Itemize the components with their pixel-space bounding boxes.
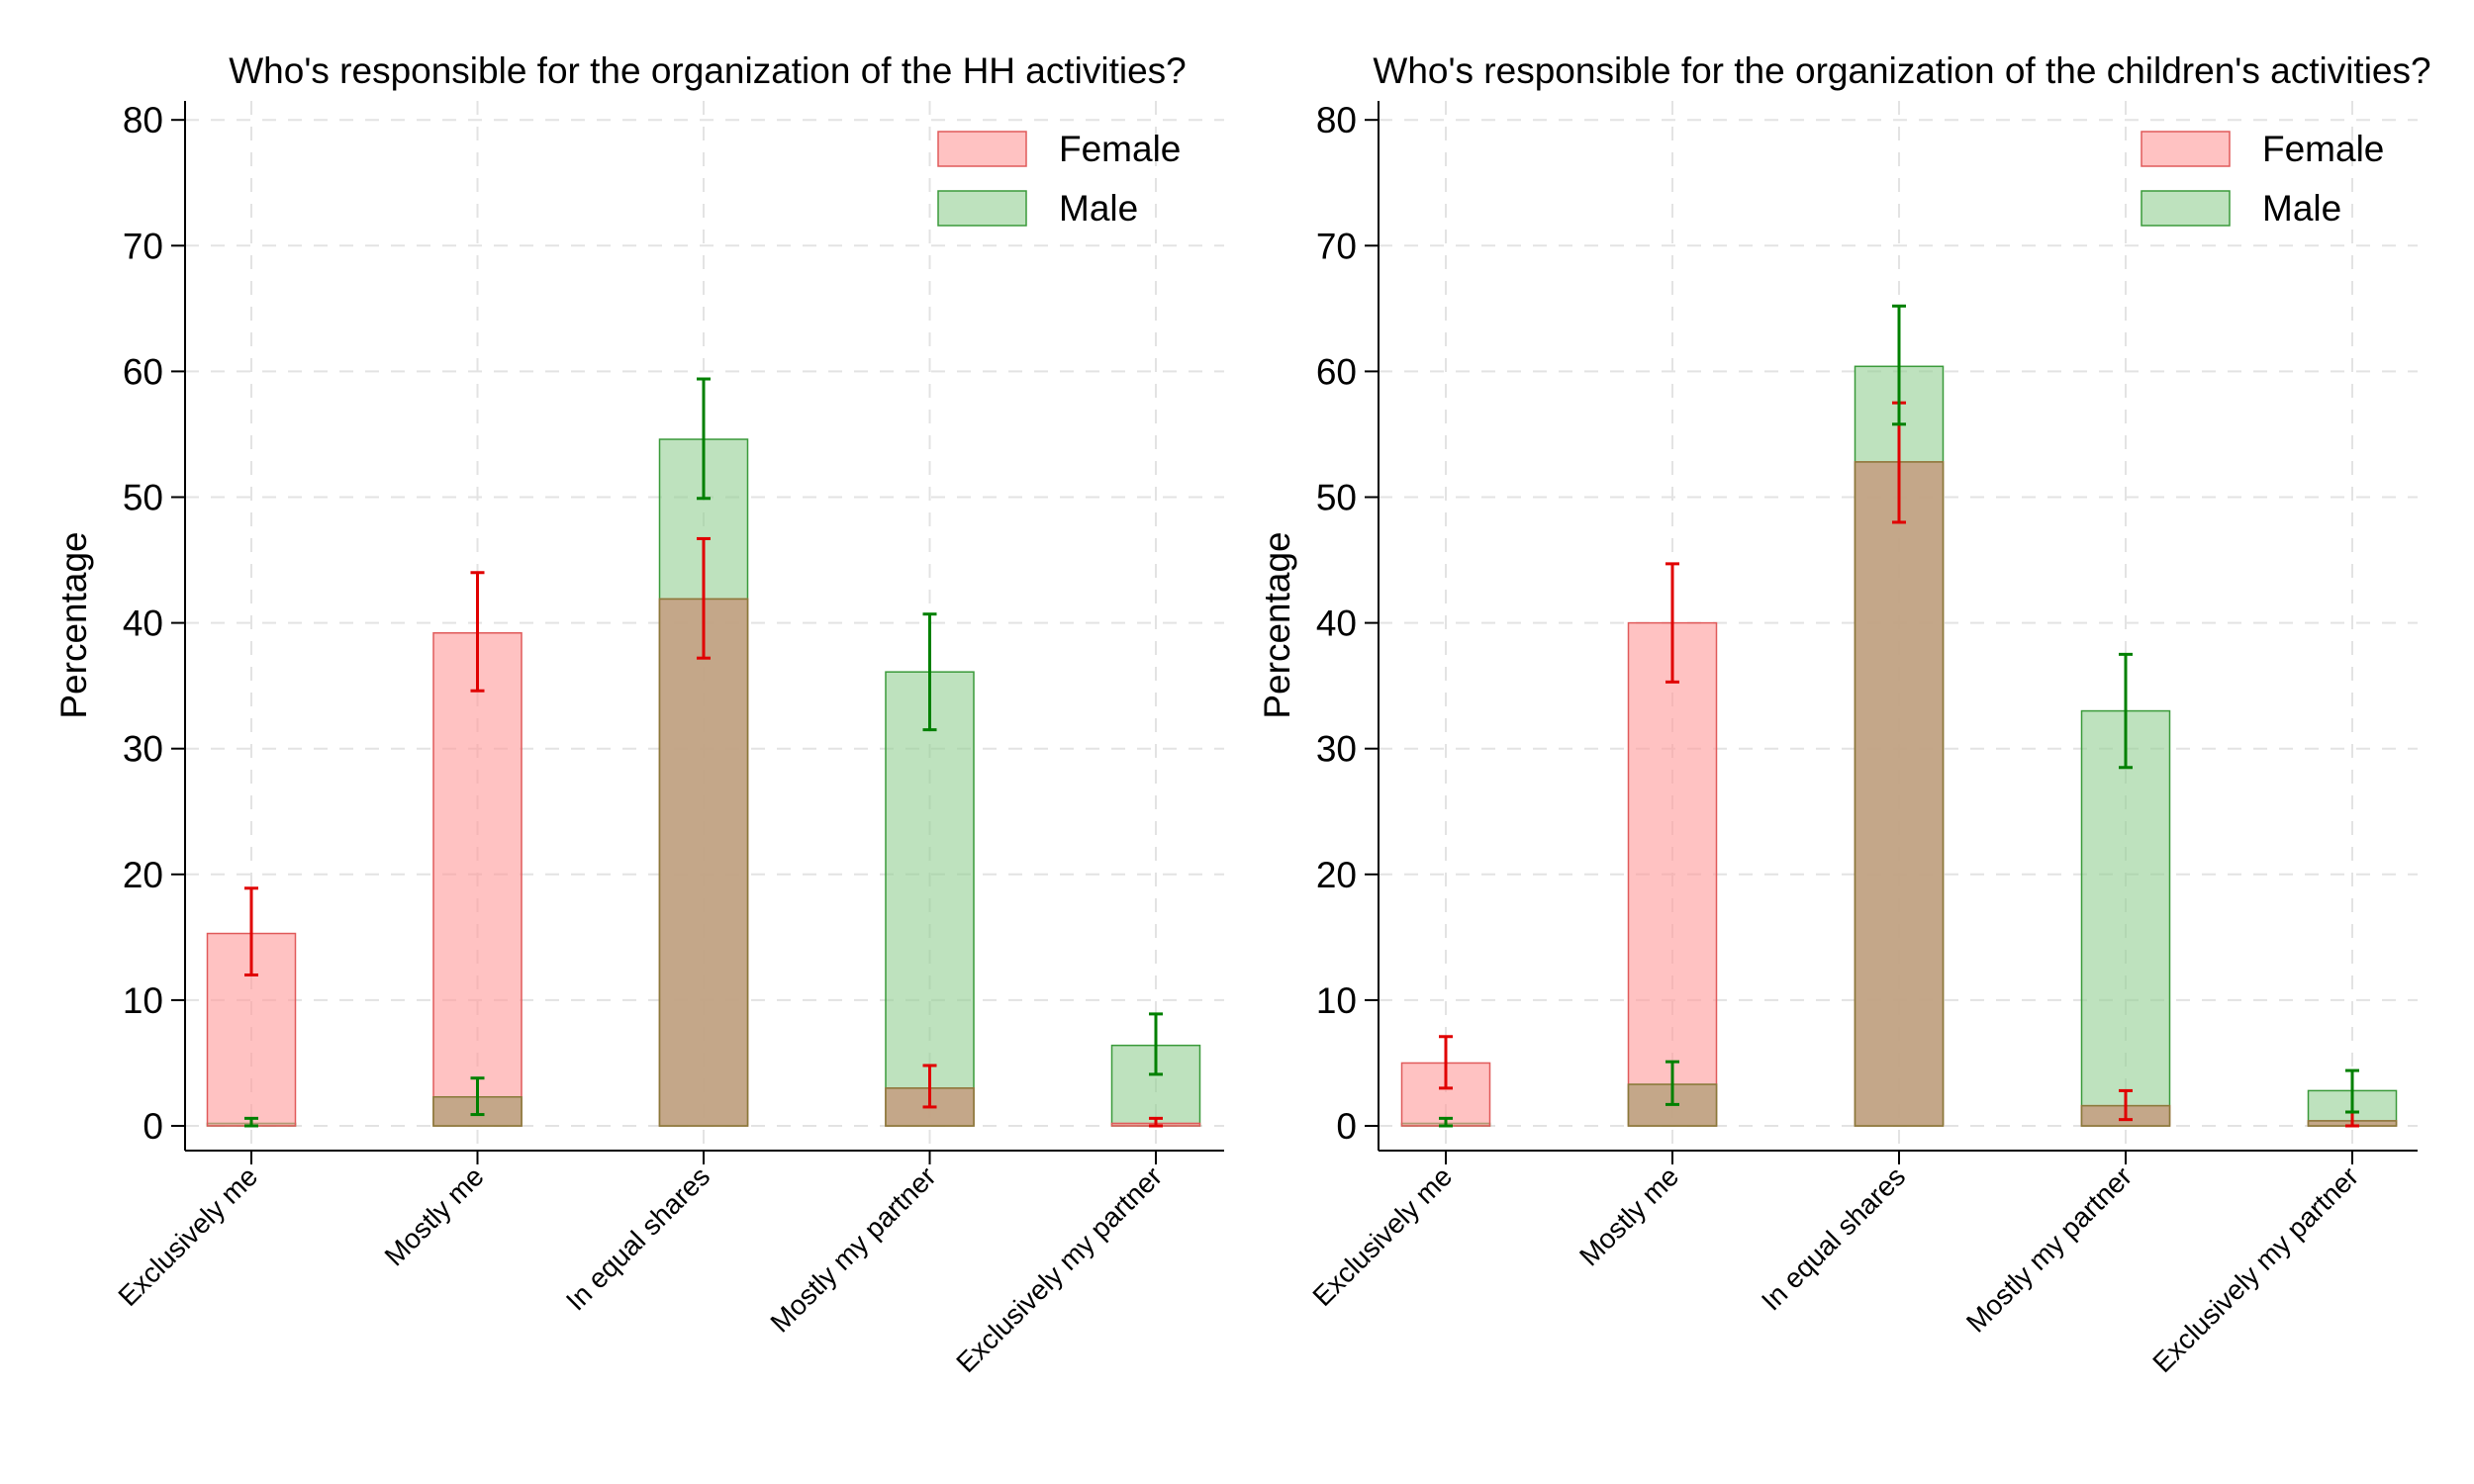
error-bar-male [1892,304,1906,426]
error-bar-female [1439,1035,1453,1090]
legend-swatch-male [937,190,1027,227]
x-tick-label: Exclusively me [112,1160,263,1312]
chart-panel-children-activities: 0 10 20 30 40 50 60 70 80 Exclusively me Mostly me… [1257,50,2431,1378]
error-bar-female [470,571,485,693]
bar-overlap [658,598,749,1127]
error-bar-male [697,377,711,501]
plot-area: 0 10 20 30 40 50 60 70 80 Exclusively me Mostly me… [112,100,1224,1378]
chart-title: Who's responsible for the organization o… [229,50,1187,91]
error-bar-female [922,1064,937,1109]
y-tick-label: 60 [123,351,163,392]
legend-swatch-female [937,131,1027,167]
y-axis-label: Percentage [53,531,94,718]
y-tick-label: 50 [123,478,163,518]
bar-male [2080,709,2171,1127]
y-tick-label: 10 [1316,980,1357,1021]
y-tick-label: 30 [1316,729,1357,770]
error-bar-male [922,612,937,732]
error-bar-female [244,886,258,976]
y-tick-label: 70 [123,226,163,266]
error-bar-male [1665,1060,1679,1106]
y-tick-label: 30 [123,729,163,770]
y-tick-label: 50 [1316,478,1357,518]
error-bar-male [1149,1012,1163,1076]
bar-female [432,632,523,1127]
chart-title: Who's responsible for the organization o… [1373,50,2430,91]
x-tick-label: Exclusively my partner [950,1160,1168,1378]
chart-panel-hh-activities: 0 10 20 30 40 50 60 70 80 Exclusively me Mostly me… [53,50,1224,1378]
bar-female [206,932,297,1127]
y-tick-label: 20 [123,855,163,895]
error-bar-female [1149,1116,1163,1128]
y-tick-label: 0 [1336,1106,1357,1147]
bar-male [885,671,975,1127]
y-tick-label: 10 [123,980,163,1021]
x-tick-label: Exclusively my partner [2146,1160,2364,1378]
y-tick-label: 0 [143,1106,163,1147]
legend: Female Male [2141,129,2384,229]
x-tick-label: Mostly my partner [764,1160,941,1338]
error-bar-male [2119,652,2133,770]
y-tick-label: 40 [1316,603,1357,644]
legend-swatch-female [2141,131,2231,167]
x-tick-label: In equal shares [1756,1160,1911,1316]
bar-female [1627,621,1718,1127]
x-tick-label: In equal shares [560,1160,715,1316]
x-tick-label: Exclusively me [1306,1160,1458,1312]
x-tick-label: Mostly my partner [1960,1160,2138,1338]
legend-label-female: Female [1059,129,1181,169]
legend-label-male: Male [1059,188,1138,229]
error-bar-male [470,1076,485,1117]
error-bar-female [2119,1088,2133,1122]
y-tick-label: 70 [1316,226,1357,266]
error-bar-female [1665,562,1679,684]
y-tick-label: 80 [123,100,163,140]
plot-area: 0 10 20 30 40 50 60 70 80 Exclusively me Mostly me… [1306,100,2418,1378]
legend-swatch-male [2141,190,2231,227]
x-tick-label: Mostly me [379,1160,490,1271]
y-axis-label: Percentage [1257,531,1297,718]
y-tick-label: 80 [1316,100,1357,140]
error-bar-male [244,1116,258,1128]
error-bar-male [1439,1116,1453,1128]
y-tick-label: 40 [123,603,163,644]
bar-overlap [1854,461,1945,1127]
legend-label-male: Male [2262,188,2341,229]
x-tick-label: Mostly me [1573,1160,1684,1271]
error-bar-female [697,536,711,660]
legend-label-female: Female [2262,129,2384,169]
legend: Female Male [937,129,1181,229]
y-tick-label: 60 [1316,351,1357,392]
error-bar-male [2345,1068,2359,1114]
y-tick-label: 20 [1316,855,1357,895]
